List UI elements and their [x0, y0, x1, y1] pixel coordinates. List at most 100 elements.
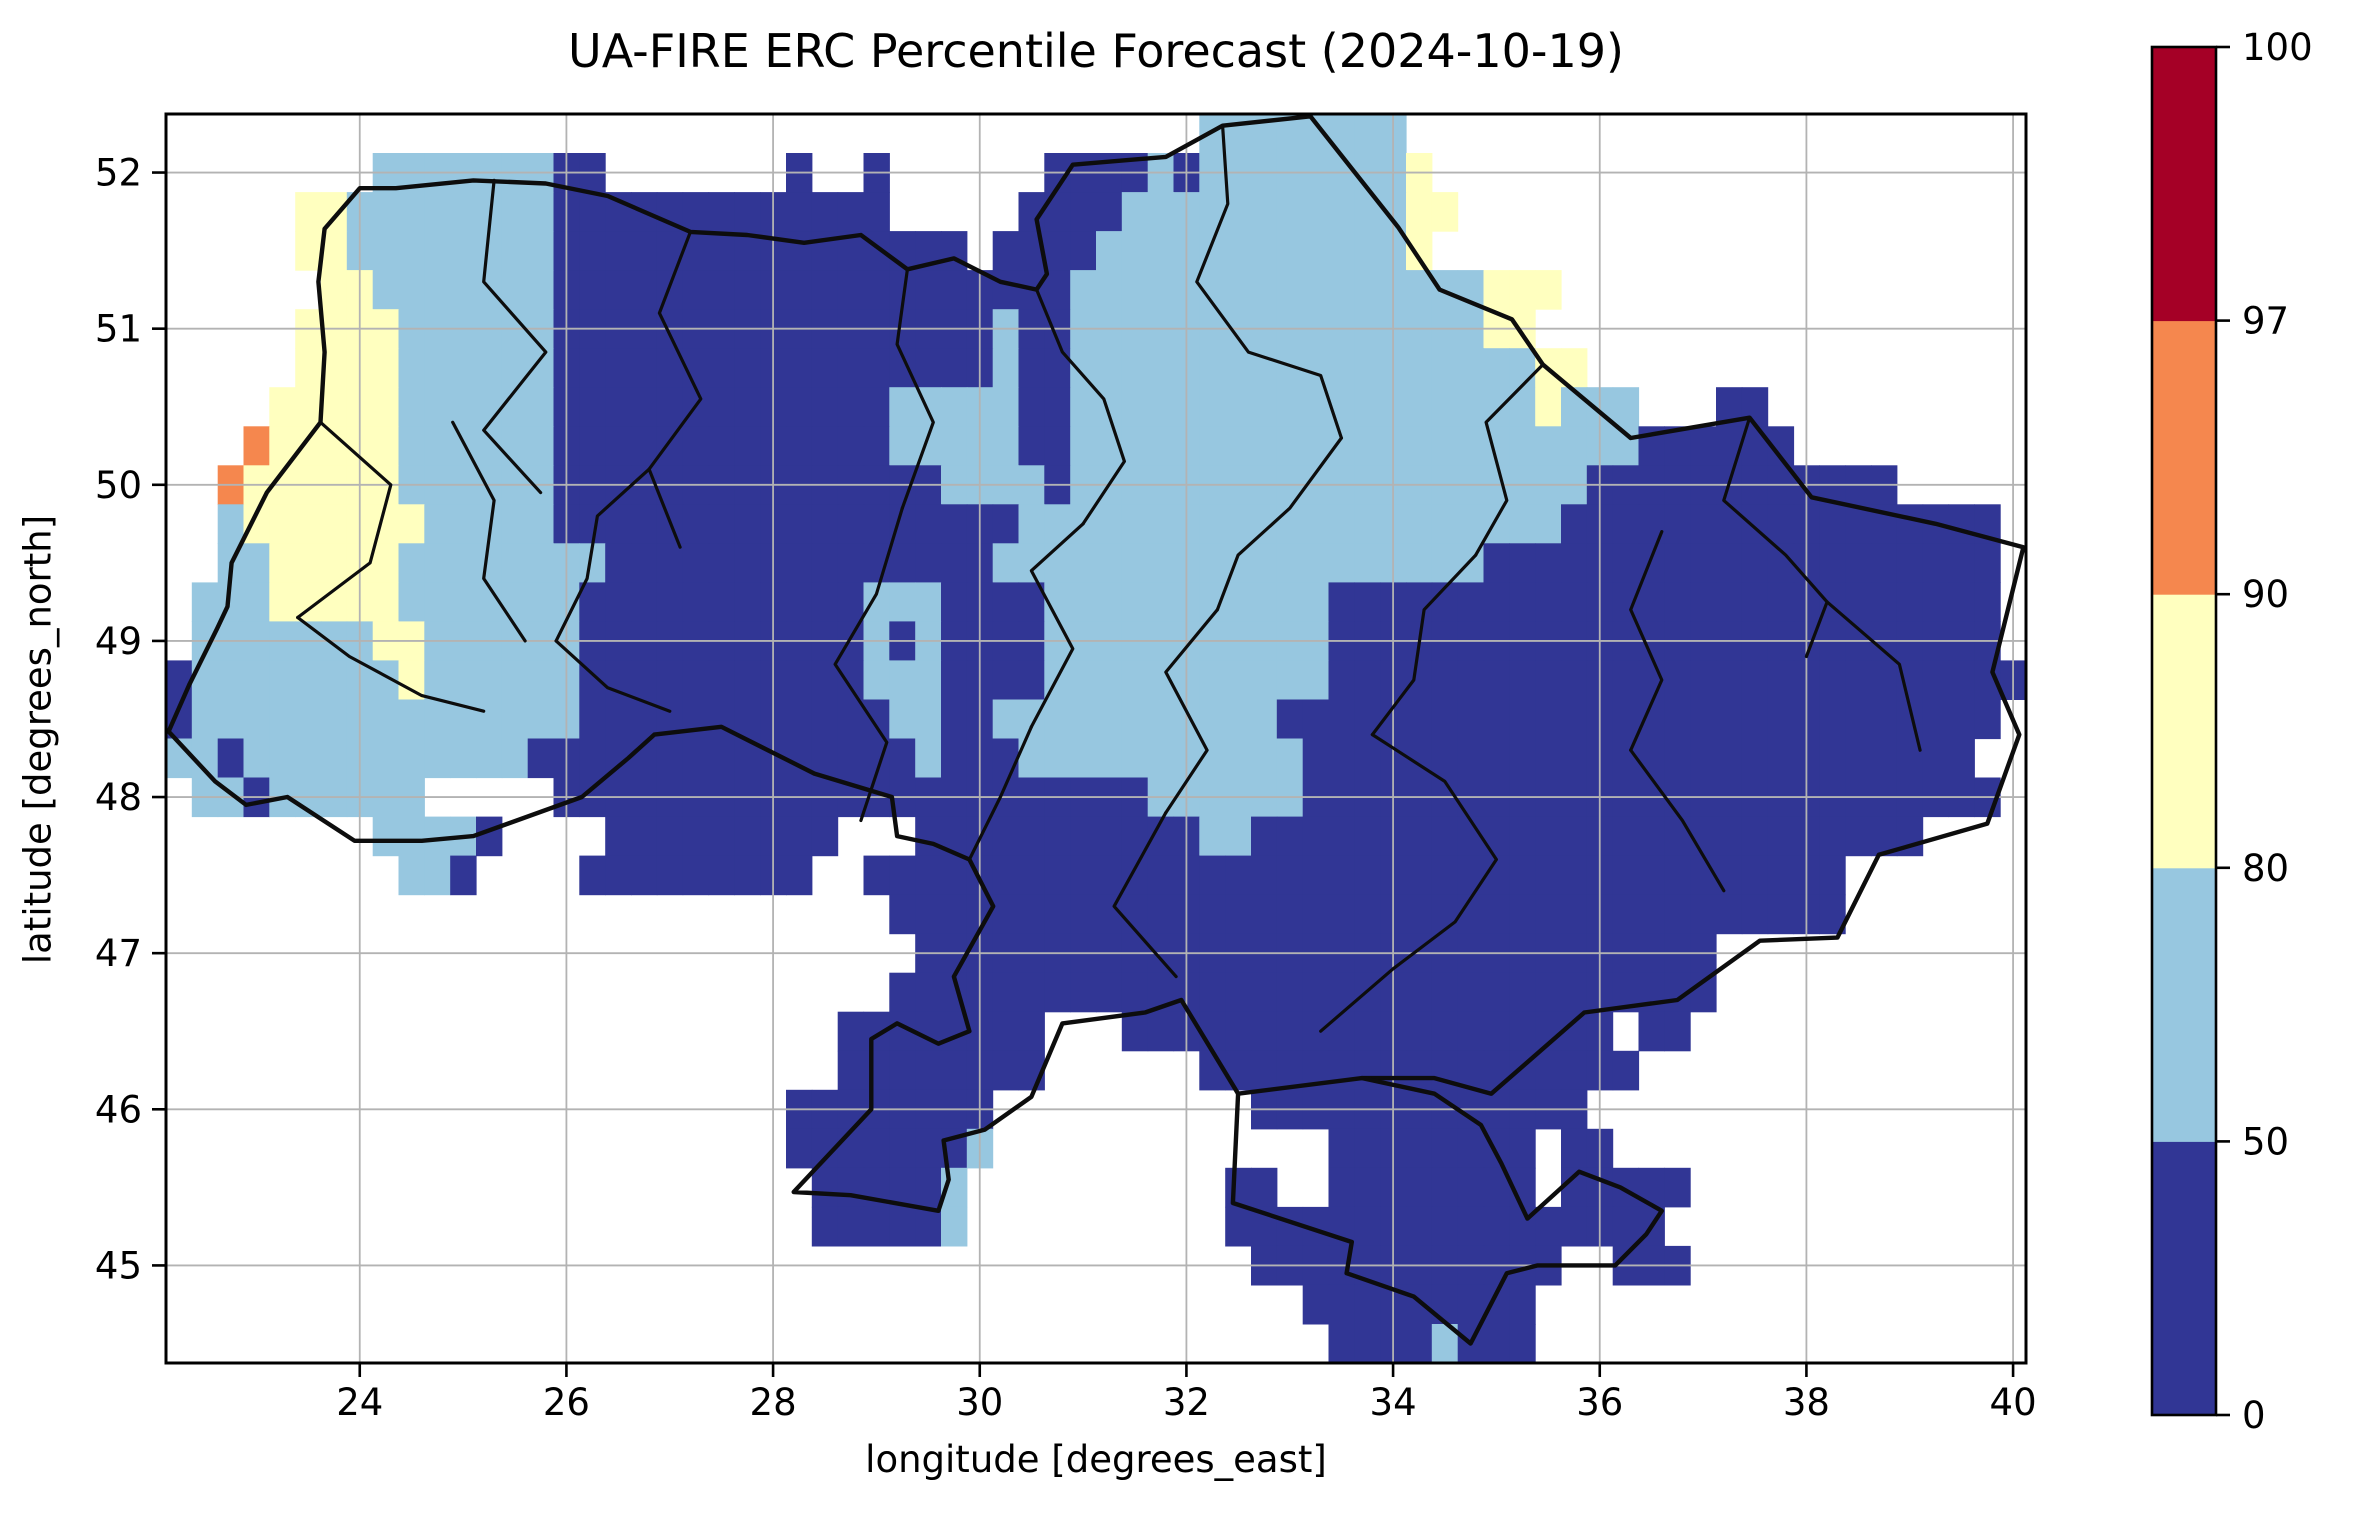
map-cell — [1716, 504, 1743, 544]
map-cell — [1276, 387, 1304, 427]
map-cell — [656, 816, 684, 857]
oblast-border-line — [1629, 529, 1664, 752]
map-cell — [1406, 816, 1433, 857]
map-cell — [1406, 504, 1433, 544]
map-cell — [1406, 660, 1433, 700]
map-cell — [1225, 348, 1252, 388]
map-cell — [424, 543, 451, 583]
map-cell — [527, 582, 555, 622]
map-cell — [1483, 1206, 1510, 1247]
map-cell — [1664, 699, 1691, 740]
oblast-border-line — [833, 506, 904, 823]
map-cell — [1457, 1167, 1485, 1208]
map-cell — [1509, 543, 1536, 583]
map-cell — [1509, 699, 1536, 740]
oblast-border-line — [1195, 124, 1344, 440]
map-cell — [1896, 543, 1924, 583]
map-cell — [1251, 192, 1278, 232]
map-cell — [1974, 543, 2001, 583]
map-cell — [1612, 387, 1640, 427]
map-cell — [1276, 1050, 1304, 1091]
map-cell — [1612, 543, 1640, 583]
map-cell — [1638, 855, 1665, 896]
map-cell — [992, 1011, 1020, 1052]
map-cell — [1535, 543, 1562, 583]
map-cell — [1251, 426, 1278, 466]
map-cell — [992, 699, 1020, 740]
oblast-border-line — [451, 420, 527, 643]
map-cell — [217, 699, 245, 740]
map-cell — [811, 1167, 839, 1208]
map-cell — [631, 660, 658, 700]
map-cell — [1690, 504, 1717, 544]
map-cell — [837, 270, 865, 310]
map-cell — [811, 738, 839, 779]
map-cell — [1896, 582, 1924, 622]
map-cell — [837, 504, 865, 544]
map-cell — [1483, 894, 1510, 935]
map-cell — [450, 543, 477, 583]
map-cell — [1044, 543, 1071, 583]
map-cell — [1199, 543, 1226, 583]
map-cell — [863, 387, 890, 427]
map-cell — [682, 738, 710, 779]
map-cell — [1070, 855, 1097, 896]
map-cell — [1871, 738, 1898, 779]
map-cell — [811, 504, 839, 544]
map-cell — [217, 660, 245, 700]
map-cell — [398, 699, 425, 740]
map-cell — [1328, 426, 1355, 466]
map-cell — [1225, 114, 1252, 154]
map-cell — [1354, 1011, 1381, 1052]
map-cell — [837, 1206, 865, 1247]
map-cell — [863, 348, 890, 388]
map-cell — [1328, 1011, 1355, 1052]
map-cell — [476, 660, 503, 700]
map-cell — [1922, 699, 1950, 740]
oblast-border-line — [1029, 522, 1085, 729]
map-cell — [786, 660, 813, 700]
map-cell — [682, 192, 710, 232]
map-cell — [1276, 816, 1304, 857]
map-cell — [424, 387, 451, 427]
map-cell — [734, 387, 761, 427]
map-cell — [321, 660, 348, 700]
map-cell — [889, 1128, 916, 1169]
map-cell — [941, 738, 968, 779]
map-cell — [321, 699, 348, 740]
map-cell — [1225, 894, 1252, 935]
map-cell — [915, 738, 942, 779]
map-cell — [786, 348, 813, 388]
map-cell — [1819, 855, 1846, 896]
colorbar-segment — [2152, 594, 2216, 869]
map-cell — [1483, 543, 1510, 583]
map-cell — [166, 660, 193, 700]
map-cell — [1716, 582, 1743, 622]
map-cell — [1664, 1167, 1691, 1208]
map-cell — [1457, 1284, 1485, 1325]
map-cell — [1406, 1206, 1433, 1247]
map-cell — [786, 699, 813, 740]
map-cell — [1664, 660, 1691, 700]
map-cell — [1096, 543, 1123, 583]
map-cell — [1406, 387, 1433, 427]
map-cell — [708, 192, 735, 232]
map-cell — [837, 738, 865, 779]
map-cell — [1070, 270, 1097, 310]
map-cell — [321, 543, 348, 583]
map-cell — [450, 387, 477, 427]
map-cell — [631, 426, 658, 466]
map-cell — [1431, 1167, 1459, 1208]
map-cell — [1741, 855, 1769, 896]
map-cell — [295, 387, 322, 427]
map-cell — [501, 192, 529, 232]
map-cell — [1276, 660, 1304, 700]
map-cell — [295, 192, 322, 232]
map-cell — [1147, 894, 1175, 935]
map-cell — [243, 699, 270, 740]
oblast-border-line — [1034, 288, 1127, 526]
map-cell — [1431, 738, 1459, 779]
x-tick-label: 38 — [1783, 1381, 1830, 1424]
map-cell — [682, 660, 710, 700]
map-cell — [837, 1128, 865, 1169]
